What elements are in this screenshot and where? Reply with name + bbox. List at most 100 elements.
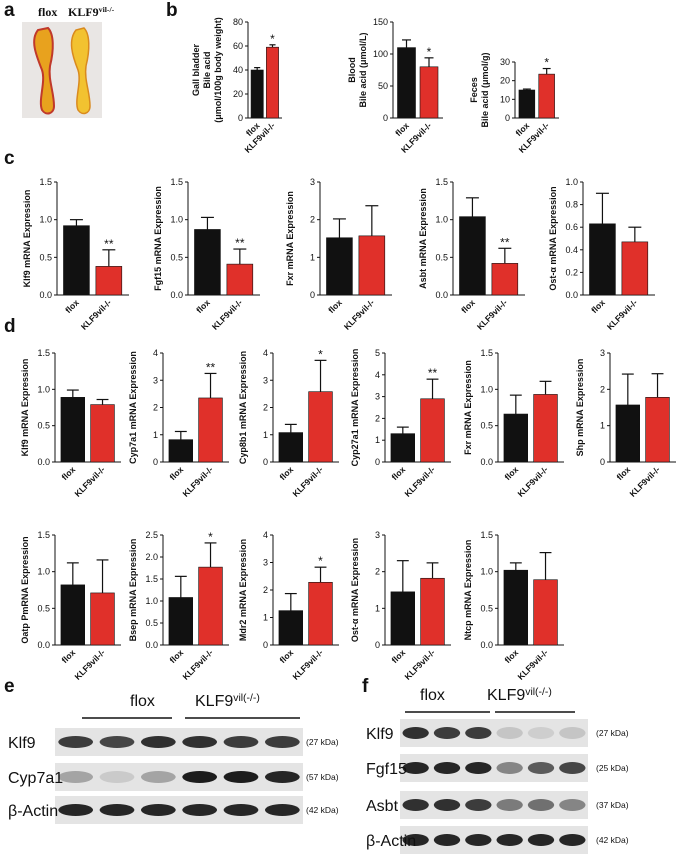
x-tick-label: KLF9vil-/- (79, 297, 114, 332)
y-tick-label: 1.0 (435, 215, 448, 225)
y-axis-label: Bile acid (202, 51, 212, 88)
bar (538, 73, 555, 119)
y-tick-label: 2 (263, 403, 268, 413)
error-bar (396, 426, 409, 434)
blot-band (223, 771, 259, 783)
panel-letter: f (362, 676, 369, 697)
gallbladder (33, 26, 56, 115)
blot-band (433, 727, 461, 739)
y-tick-label: 1 (263, 613, 268, 623)
y-tick-label: 0.0 (565, 290, 578, 300)
blot-band (433, 834, 461, 846)
x-tick-label: KLF9vil-/- (342, 297, 377, 332)
blot-group-label-main: flox (420, 687, 445, 704)
bar (194, 229, 221, 296)
error-bar (628, 226, 642, 242)
blot-band (527, 762, 555, 774)
significance: ** (428, 366, 438, 380)
bar (491, 263, 519, 296)
y-tick-label: 0 (383, 113, 388, 123)
photo-label-main: KLF9 (68, 5, 99, 19)
blot-strip (400, 826, 588, 854)
bar (358, 235, 386, 296)
blot-band (223, 736, 259, 748)
y-tick-label: 0.8 (565, 200, 578, 210)
error-bar (365, 205, 379, 236)
photo-label-main: flox (38, 5, 57, 19)
kda-label: (37 kDa) (596, 800, 629, 810)
error-bar (465, 197, 479, 217)
bar (533, 579, 558, 646)
blot-group-label-sup: vil(-/-) (525, 687, 552, 698)
y-tick-label: 0 (375, 457, 380, 467)
bar (390, 591, 416, 646)
error-bar (102, 249, 116, 267)
kda-label: (27 kDa) (306, 737, 339, 747)
y-tick-label: 0.6 (565, 222, 578, 232)
y-tick-label: 4 (263, 530, 268, 540)
y-tick-label: 0.5 (39, 252, 52, 262)
bar (503, 413, 529, 463)
x-tick-label: flox (502, 647, 520, 665)
y-axis-label: Ntcp mRNA Expression (463, 540, 473, 641)
y-tick-label: 3 (600, 348, 605, 358)
blot-band (99, 771, 135, 783)
significance: ** (235, 236, 245, 250)
blot-band (433, 762, 461, 774)
y-tick-label: 80 (233, 17, 243, 27)
protein-label: Cyp7a1 (8, 770, 63, 787)
y-tick-label: 0 (263, 457, 268, 467)
y-tick-label: 0 (375, 640, 380, 650)
x-tick-label: flox (63, 297, 81, 315)
error-bar (509, 562, 522, 571)
blot-band (496, 727, 523, 739)
error-bar (498, 247, 512, 264)
x-tick-label: flox (389, 647, 407, 665)
error-bar (509, 394, 522, 415)
y-tick-label: 0 (153, 457, 158, 467)
y-tick-label: 2 (375, 567, 380, 577)
x-tick-label: flox (459, 297, 477, 315)
x-tick-label: KLF9vil-/- (475, 297, 510, 332)
kda-label: (42 kDa) (596, 835, 629, 845)
protein-label: β-Actin (366, 833, 416, 850)
panel-letter: c (4, 148, 15, 169)
blot-band (465, 799, 492, 811)
y-tick-label: 0 (263, 640, 268, 650)
y-tick-label: 1.0 (37, 567, 50, 577)
error-bar (314, 359, 327, 392)
y-axis-label: Fgf15 mRNA Expression (153, 186, 163, 291)
error-bar (539, 380, 552, 395)
y-tick-label: 20 (500, 76, 510, 86)
blot-band (527, 834, 555, 846)
bar (615, 404, 641, 463)
blot-band (527, 727, 555, 739)
significance: * (208, 530, 213, 544)
blot-group-label: KLF9vil(-/-) (195, 693, 260, 711)
blot-group-label-main: flox (130, 693, 155, 710)
x-tick-label: KLF9vil-/- (72, 647, 107, 682)
blot-band (496, 799, 523, 811)
y-axis-label: Blood (347, 57, 357, 83)
bar (266, 46, 279, 119)
y-tick-label: 1.0 (37, 384, 50, 394)
y-tick-label: 60 (233, 41, 243, 51)
y-tick-label: 2 (263, 585, 268, 595)
protein-label: β-Actin (8, 803, 58, 820)
error-bar (402, 39, 411, 48)
y-axis-label: Klf9 mRNA Expression (20, 359, 30, 457)
y-tick-label: 0.0 (39, 290, 52, 300)
error-bar (204, 372, 217, 398)
y-axis-label: Shp mRNA Expression (575, 359, 585, 457)
bar (226, 263, 254, 296)
blot-band (559, 834, 586, 846)
error-bar (522, 88, 531, 90)
y-axis-label: Mdr2 mRNA Expression (238, 539, 248, 641)
panel-letter: e (4, 676, 15, 697)
x-tick-label: flox (194, 297, 212, 315)
blot-strip (55, 763, 303, 791)
y-tick-label: 3 (310, 177, 315, 187)
y-tick-label: 1.0 (480, 567, 493, 577)
y-tick-label: 3 (263, 558, 268, 568)
blot-group-label-main: KLF9 (195, 693, 233, 710)
